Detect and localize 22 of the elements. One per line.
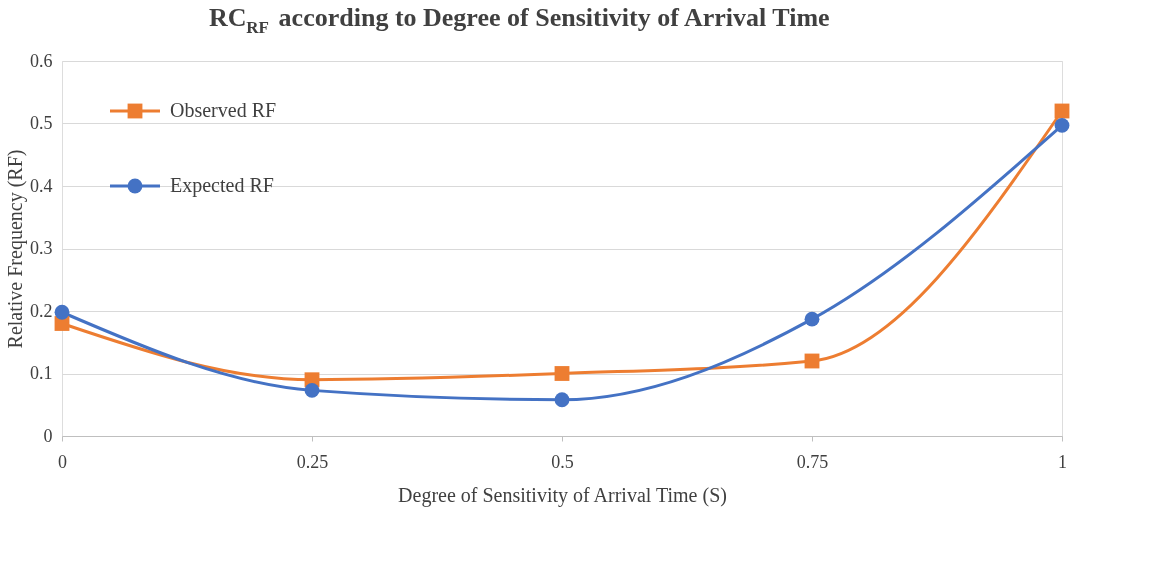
x-tick-label: 0.25 [296,451,329,472]
point [54,304,70,320]
x-tick-label: 0.5 [551,451,574,472]
x-tick-label: 0 [58,451,67,472]
point [554,366,570,381]
legend-label: Expected RF [170,174,274,197]
y-tick-label: 0 [43,425,53,446]
x-tick-label: 1 [1058,451,1067,472]
point [804,311,820,327]
y-tick-label: 0.4 [30,175,53,196]
y-tick-label: 0.6 [30,50,53,71]
y-tick-label: 0.2 [30,300,53,321]
x-tick-label: 0.75 [796,451,829,472]
y-tick-label: 0.5 [30,113,53,133]
y-tick-label: 0.3 [30,238,53,258]
point [1054,117,1070,133]
x-axis-title: Degree of Sensitivity of Arrival Time (S) [398,483,727,507]
y-tick-label: 0.1 [30,363,53,383]
legend-label: Observed RF [170,99,277,121]
point [554,392,570,408]
y-axis-title: Relative Frequency (RF) [4,149,27,349]
point [304,382,320,398]
